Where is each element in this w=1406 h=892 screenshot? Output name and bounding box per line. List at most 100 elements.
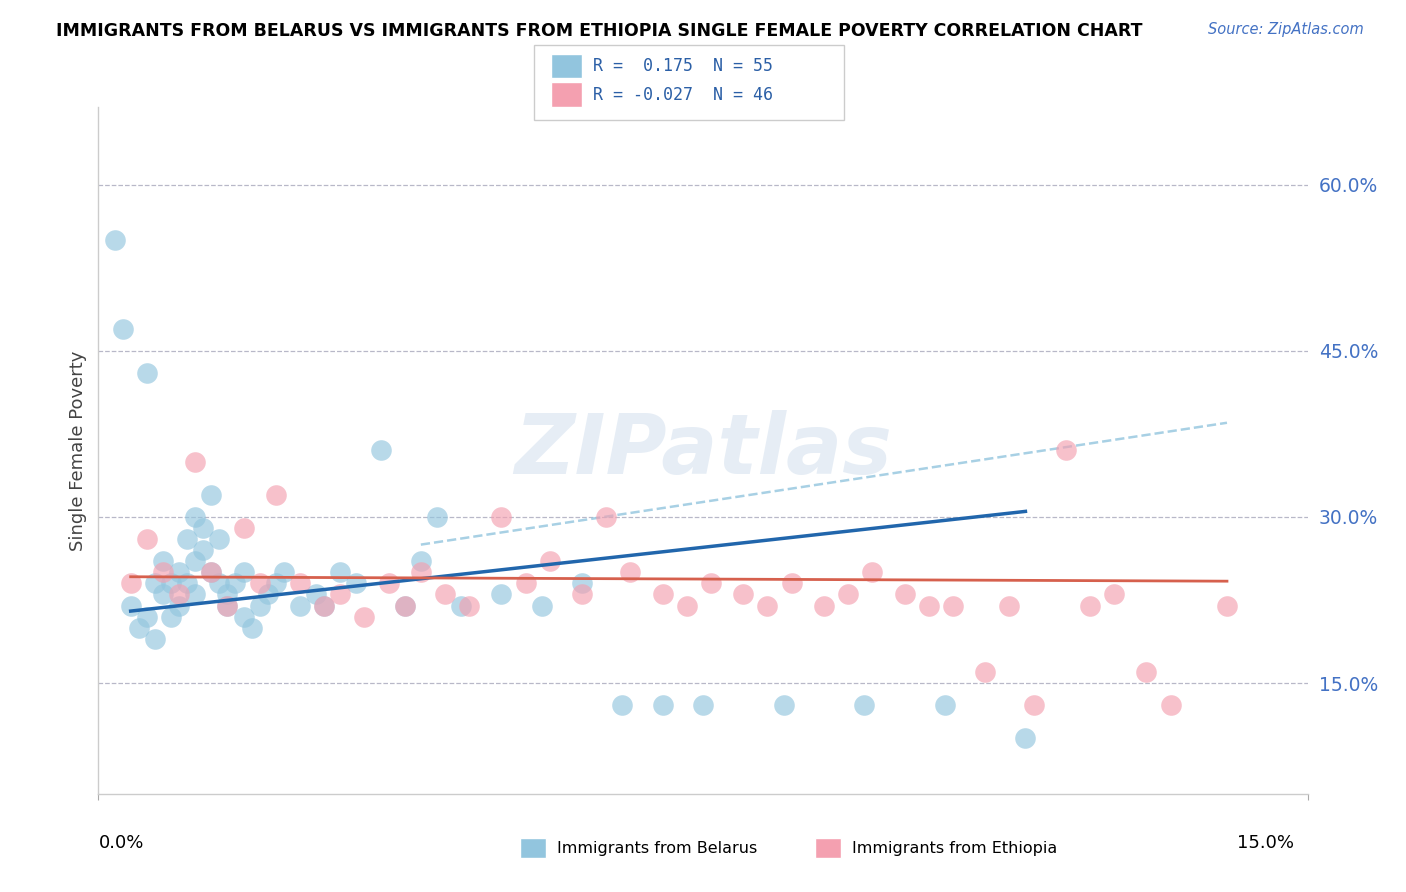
Point	[160, 576, 183, 591]
Text: 0.0%: 0.0%	[98, 834, 143, 852]
Text: 15.0%: 15.0%	[1236, 834, 1294, 852]
Point	[344, 576, 367, 591]
Point	[772, 698, 794, 713]
Point	[176, 576, 198, 591]
Point	[1135, 665, 1157, 679]
Point	[426, 510, 449, 524]
Point	[120, 599, 142, 613]
Point	[595, 510, 617, 524]
Point	[152, 554, 174, 568]
Point	[651, 587, 673, 601]
Point	[103, 233, 125, 247]
Point	[612, 698, 634, 713]
Point	[217, 599, 239, 613]
Point	[692, 698, 714, 713]
Point	[651, 698, 673, 713]
Point	[288, 576, 311, 591]
Point	[934, 698, 956, 713]
Point	[893, 587, 915, 601]
Point	[756, 599, 779, 613]
Point	[1078, 599, 1101, 613]
Point	[314, 599, 336, 613]
Point	[530, 599, 553, 613]
Point	[200, 566, 222, 580]
Text: IMMIGRANTS FROM BELARUS VS IMMIGRANTS FROM ETHIOPIA SINGLE FEMALE POVERTY CORREL: IMMIGRANTS FROM BELARUS VS IMMIGRANTS FR…	[56, 22, 1143, 40]
Text: R =  0.175  N = 55: R = 0.175 N = 55	[593, 57, 773, 75]
Point	[1160, 698, 1182, 713]
Point	[184, 510, 207, 524]
Point	[458, 599, 481, 613]
Point	[249, 576, 271, 591]
Point	[409, 554, 432, 568]
Point	[232, 566, 254, 580]
Y-axis label: Single Female Poverty: Single Female Poverty	[69, 351, 87, 550]
Point	[184, 454, 207, 468]
Point	[249, 599, 271, 613]
Point	[853, 698, 876, 713]
Point	[1022, 698, 1045, 713]
Point	[256, 587, 278, 601]
Point	[1054, 443, 1077, 458]
Point	[288, 599, 311, 613]
Point	[232, 521, 254, 535]
Text: Immigrants from Ethiopia: Immigrants from Ethiopia	[852, 841, 1057, 855]
Point	[998, 599, 1021, 613]
Point	[273, 566, 295, 580]
Point	[1014, 731, 1036, 746]
Text: Immigrants from Belarus: Immigrants from Belarus	[557, 841, 756, 855]
Point	[571, 587, 593, 601]
Point	[450, 599, 472, 613]
Point	[232, 609, 254, 624]
Point	[619, 566, 641, 580]
Point	[217, 599, 239, 613]
Point	[208, 576, 231, 591]
Point	[176, 532, 198, 546]
Point	[152, 587, 174, 601]
Point	[860, 566, 883, 580]
Point	[813, 599, 835, 613]
Point	[571, 576, 593, 591]
Point	[217, 587, 239, 601]
Text: R = -0.027  N = 46: R = -0.027 N = 46	[593, 86, 773, 103]
Point	[491, 510, 513, 524]
Text: Source: ZipAtlas.com: Source: ZipAtlas.com	[1208, 22, 1364, 37]
Point	[780, 576, 803, 591]
Point	[353, 609, 375, 624]
Point	[200, 488, 222, 502]
Point	[434, 587, 457, 601]
Point	[329, 587, 352, 601]
Point	[837, 587, 859, 601]
Point	[314, 599, 336, 613]
Point	[370, 443, 392, 458]
Point	[394, 599, 416, 613]
Point	[128, 621, 150, 635]
Point	[184, 554, 207, 568]
Point	[305, 587, 328, 601]
Point	[1216, 599, 1239, 613]
Point	[143, 632, 166, 646]
Point	[515, 576, 537, 591]
Point	[152, 566, 174, 580]
Point	[264, 488, 287, 502]
Point	[167, 599, 190, 613]
Point	[167, 566, 190, 580]
Point	[1102, 587, 1125, 601]
Point	[409, 566, 432, 580]
Point	[184, 587, 207, 601]
Point	[208, 532, 231, 546]
Point	[264, 576, 287, 591]
Point	[224, 576, 246, 591]
Point	[942, 599, 965, 613]
Point	[120, 576, 142, 591]
Point	[135, 532, 157, 546]
Point	[700, 576, 723, 591]
Point	[200, 566, 222, 580]
Point	[377, 576, 399, 591]
Point	[193, 543, 215, 558]
Point	[193, 521, 215, 535]
Point	[240, 621, 263, 635]
Point	[538, 554, 561, 568]
Point	[160, 609, 183, 624]
Point	[733, 587, 755, 601]
Point	[394, 599, 416, 613]
